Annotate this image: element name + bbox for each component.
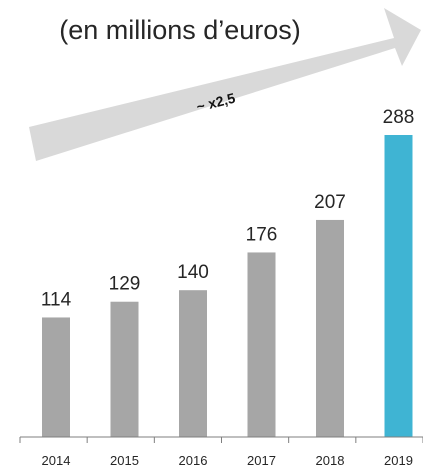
- value-label-2015: 129: [109, 274, 141, 295]
- tick-label-2015: 2015: [110, 453, 139, 468]
- bar-2014: [42, 317, 70, 437]
- tick-label-2018: 2018: [316, 453, 345, 468]
- bar-2018: [316, 219, 344, 437]
- tick-label-2014: 2014: [42, 453, 71, 468]
- value-label-2019: 288: [383, 107, 415, 128]
- value-labels-group: 114 129 140 176 207 288: [41, 107, 415, 310]
- bars-group: [42, 135, 413, 437]
- x-axis-tick-labels: 2014 2015 2016 2017 2018 2019: [42, 453, 413, 468]
- tick-label-2017: 2017: [247, 453, 276, 468]
- value-label-2017: 176: [246, 224, 278, 245]
- bar-2017: [247, 252, 276, 437]
- value-label-2014: 114: [41, 289, 72, 310]
- tick-label-2019: 2019: [384, 453, 413, 468]
- bar-2016: [179, 290, 207, 437]
- value-label-2016: 140: [177, 262, 209, 283]
- chart-title: (en millions d’euros): [59, 15, 301, 45]
- value-label-2018: 207: [314, 192, 346, 213]
- growth-arrow-shape: [29, 8, 421, 161]
- x-axis-ticks: [19, 437, 423, 443]
- bar-2019: [384, 135, 413, 437]
- bar-2015: [110, 301, 139, 437]
- tick-label-2016: 2016: [179, 453, 208, 468]
